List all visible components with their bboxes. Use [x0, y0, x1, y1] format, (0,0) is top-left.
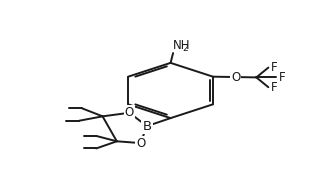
Text: 2: 2	[182, 44, 188, 52]
Text: O: O	[136, 137, 145, 150]
Text: F: F	[278, 71, 285, 84]
Text: O: O	[125, 106, 134, 119]
Text: F: F	[271, 61, 278, 74]
Text: B: B	[142, 120, 152, 133]
Text: NH: NH	[173, 39, 190, 52]
Text: F: F	[271, 81, 278, 94]
Text: O: O	[231, 71, 241, 84]
